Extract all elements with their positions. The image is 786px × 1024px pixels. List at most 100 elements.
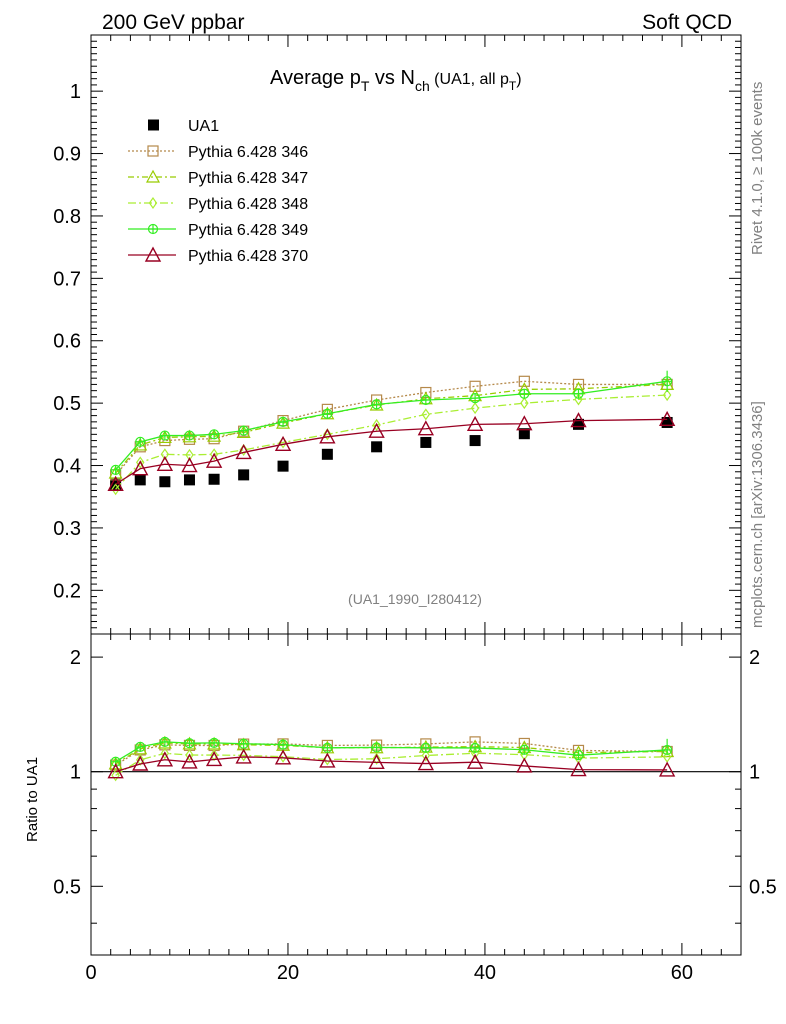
ratio-panel-series	[107, 735, 676, 782]
crossed-circle-marker	[420, 742, 431, 753]
big-triangle-marker	[570, 761, 587, 777]
triangle-marker	[145, 169, 161, 183]
legend-label: Pythia 6.428 348	[188, 196, 308, 213]
diamond-marker	[160, 747, 170, 760]
data-marker	[134, 474, 146, 486]
big-triangle-marker	[319, 428, 336, 444]
y-tick-label: 0.7	[53, 268, 81, 290]
crossed-circle-marker	[371, 742, 382, 753]
data-marker	[469, 435, 481, 447]
legend-item-data: UA1	[148, 118, 219, 135]
title-sub-ch: ch	[415, 78, 430, 94]
crossed-circle-marker	[159, 736, 170, 747]
big-triangle-marker	[516, 415, 533, 431]
big-triangle-marker	[570, 412, 587, 428]
crossed-circle-marker	[322, 742, 333, 753]
data-marker	[321, 448, 333, 460]
diamond-marker	[662, 388, 672, 402]
diamond-marker	[111, 769, 120, 782]
ratio-tick-label: 0.5	[53, 876, 81, 898]
crossed-circle-marker	[110, 464, 121, 475]
legend-item-p346: Pythia 6.428 346	[128, 144, 308, 161]
legend-marker	[148, 119, 159, 131]
big-triangle-marker	[417, 420, 435, 436]
ratio-line	[115, 752, 668, 776]
data-marker	[159, 476, 171, 488]
diamond-marker	[136, 456, 145, 469]
triangle-marker	[236, 425, 251, 439]
data-marker	[420, 436, 432, 448]
big-triangle-marker	[466, 415, 484, 432]
series-p370	[107, 410, 676, 491]
crossed-circle-marker	[277, 739, 289, 750]
crossed-circle-marker	[277, 416, 289, 427]
title-tail-sub: T	[509, 79, 517, 93]
big-triangle-marker	[107, 475, 124, 491]
ratio-line	[115, 741, 668, 766]
rivet-label: Rivet 4.1.0, ≥ 100k events	[749, 82, 766, 255]
legend-label: Pythia 6.428 349	[188, 222, 308, 239]
ratio-tick-label-right: 2	[749, 647, 760, 669]
crossed-circle-marker	[469, 393, 481, 404]
data-marker	[208, 473, 220, 485]
big-triangle-marker	[107, 763, 124, 779]
y-tick-label: 0.5	[53, 393, 81, 415]
legend: UA1 Pythia 6.428 346 Pythia 6.428 347 Pythi…	[128, 118, 308, 265]
big-triangle-marker	[516, 757, 533, 773]
series-p349	[110, 376, 673, 475]
big-triangle-marker	[205, 452, 223, 468]
ratio-tick-label: 1	[70, 762, 81, 784]
legend-label: Pythia 6.428 346	[188, 144, 308, 161]
square-marker	[469, 380, 481, 392]
big-triangle-marker	[144, 246, 162, 262]
big-triangle-marker	[181, 753, 198, 769]
data-marker	[661, 416, 673, 428]
big-triangle-marker	[132, 755, 149, 771]
big-triangle-marker	[319, 752, 336, 768]
square-marker	[518, 375, 530, 387]
series-data	[110, 416, 673, 490]
diamond-marker	[372, 752, 381, 765]
y-tick-label: 0.3	[53, 518, 81, 540]
big-triangle-marker	[235, 443, 252, 460]
x-tick-label: 0	[85, 962, 96, 984]
diamond-marker	[421, 749, 431, 762]
big-triangle-marker	[368, 422, 385, 438]
diamond-marker	[209, 448, 219, 461]
big-triangle-marker	[235, 748, 252, 764]
ratio-series-p370	[107, 748, 676, 779]
triangle-marker	[108, 756, 123, 770]
square-marker	[147, 145, 159, 157]
legend-label: UA1	[188, 118, 219, 135]
crossed-circle-marker	[135, 436, 146, 447]
title-tail: (UA1, all p	[430, 71, 509, 88]
y-tick-label: 0.2	[53, 580, 81, 602]
diamond-marker	[323, 428, 332, 441]
axes-group: 0 20 40 60 0.2 0.3 0.4 0.5 0.6 0.7 0.8 0.9 1 0.5 0.5 1 1…	[53, 34, 777, 984]
ratio-tick-label-right: 1	[749, 762, 760, 784]
ratio-line	[115, 756, 668, 773]
triangle-marker	[660, 744, 675, 758]
ratio-tick-label: 2	[70, 647, 81, 669]
title-vs: vs N	[369, 67, 415, 89]
crossed-circle-marker	[184, 430, 195, 441]
crossed-circle-marker	[238, 425, 249, 436]
title-main: Average p	[270, 67, 361, 89]
y-tick-label: 0.9	[53, 144, 81, 166]
diamond-marker	[148, 196, 158, 210]
crossed-circle-marker	[573, 750, 584, 761]
crossed-circle-marker	[159, 430, 170, 441]
ratio-frame	[90, 633, 742, 956]
legend-item-p349: Pythia 6.428 349	[128, 222, 308, 239]
crossed-circle-marker	[420, 394, 431, 406]
big-triangle-marker	[156, 455, 174, 471]
big-triangle-marker	[368, 753, 385, 770]
data-marker	[518, 428, 530, 440]
data-marker	[573, 418, 584, 430]
header-right: Soft QCD	[642, 11, 732, 34]
crossed-circle-marker	[469, 742, 481, 754]
data-marker	[371, 441, 383, 453]
crossed-circle-marker	[322, 408, 333, 419]
data-marker	[183, 474, 195, 486]
